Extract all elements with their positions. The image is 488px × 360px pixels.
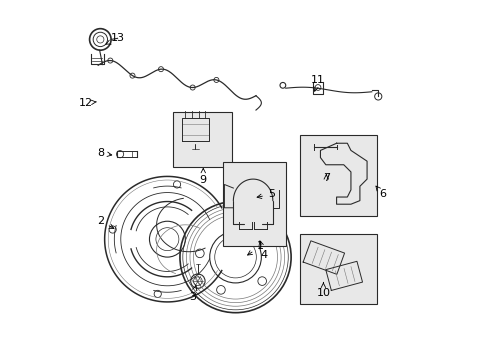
Bar [172, 112, 231, 167]
Text: 10: 10 [316, 282, 330, 298]
Bar [300, 234, 376, 304]
Text: 11: 11 [310, 75, 325, 91]
Text: 2: 2 [97, 216, 114, 229]
Text: 1: 1 [247, 241, 264, 255]
Text: 9: 9 [199, 168, 206, 185]
Text: 13: 13 [105, 33, 125, 44]
Text: 8: 8 [97, 148, 112, 158]
Text: 6: 6 [375, 186, 385, 199]
Text: 4: 4 [259, 241, 267, 260]
Bar [300, 135, 376, 216]
Text: 7: 7 [322, 173, 329, 183]
Text: 5: 5 [257, 189, 274, 199]
Text: 3: 3 [189, 286, 196, 302]
Text: 12: 12 [79, 98, 96, 108]
Bar [223, 162, 285, 246]
